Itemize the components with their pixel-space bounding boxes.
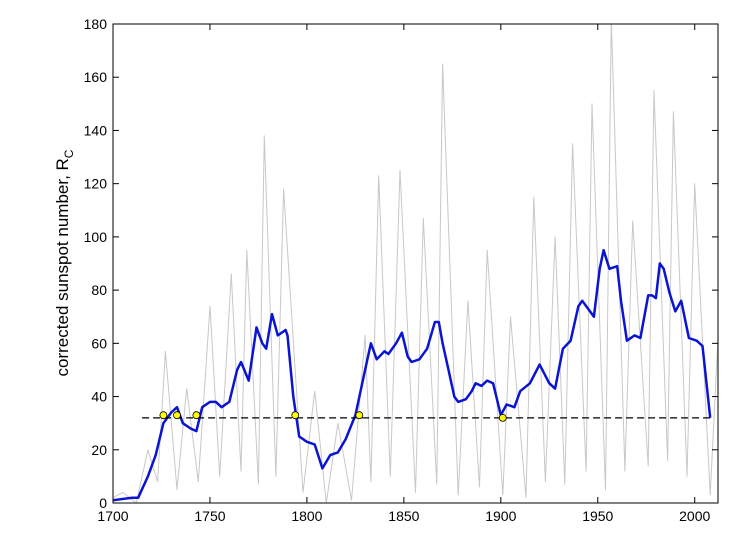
y-tick-label: 80 <box>91 282 107 298</box>
crossing-point <box>355 411 364 420</box>
crossing-point <box>159 411 168 420</box>
y-tick-label: 20 <box>91 442 107 458</box>
x-tick-label: 1950 <box>582 508 613 524</box>
series-line <box>113 248 712 502</box>
y-tick-label: 40 <box>91 389 107 405</box>
crossing-point <box>498 413 507 422</box>
y-axis-label-sub: C <box>62 149 76 158</box>
crossing-point <box>173 411 181 420</box>
y-tick-label: 160 <box>84 69 108 85</box>
y-tick-label: 100 <box>84 229 108 245</box>
y-tick-label: 120 <box>84 176 108 192</box>
y-tick-label: 0 <box>99 495 107 511</box>
y-axis-label: corrected sunspot number, RC <box>53 149 76 376</box>
x-tick-label: 1750 <box>194 508 225 524</box>
x-tick-label: 1900 <box>485 508 516 524</box>
y-tick-label: 60 <box>91 335 107 351</box>
x-tick-label: 2000 <box>679 508 710 524</box>
plot-frame <box>112 23 719 504</box>
x-tick-label: 1850 <box>388 508 419 524</box>
crossing-point <box>192 411 201 420</box>
y-tick-label: 140 <box>84 122 108 138</box>
y-tick-label: 180 <box>84 16 108 32</box>
y-axis-label-main: corrected sunspot number, R <box>53 158 72 376</box>
crossing-point <box>291 411 300 420</box>
x-tick-label: 1700 <box>97 508 128 524</box>
series-line <box>113 24 718 503</box>
x-tick-label: 1800 <box>291 508 322 524</box>
